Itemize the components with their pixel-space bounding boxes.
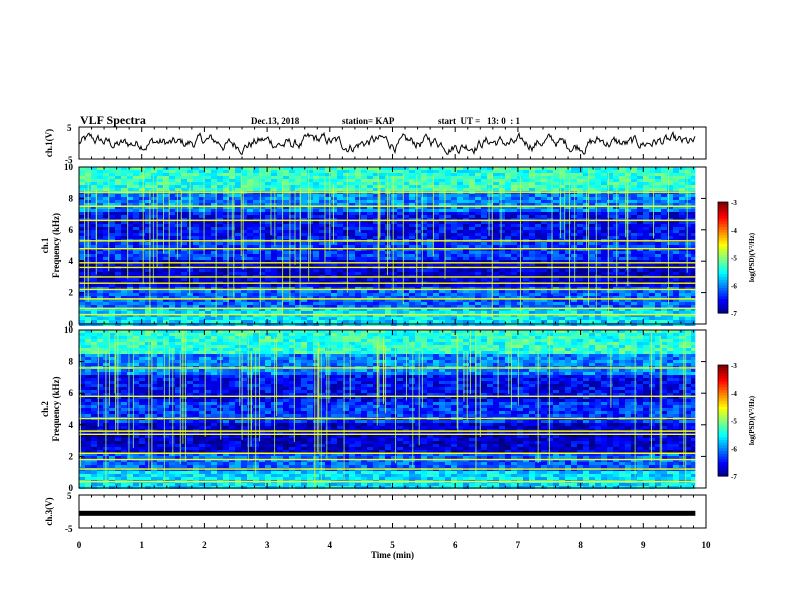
ytick-label: 10 [64, 162, 74, 172]
colorbar-tick-label: -4 [731, 390, 737, 398]
ytick-label: -5 [65, 524, 73, 534]
ytick-label: 4 [69, 420, 74, 430]
ch3-trace [79, 510, 696, 516]
narrowband-lines [79, 367, 696, 483]
ylabel: ch.1(V) [44, 129, 54, 157]
ytick-label: 10 [64, 325, 74, 335]
colorbar-label: log(PSD)(V²/Hz) [748, 232, 756, 282]
xtick-label: 2 [202, 540, 207, 550]
colorbar-tick-label: -3 [731, 199, 737, 207]
colorbar-label: log(PSD)(V²/Hz) [748, 395, 756, 445]
colorbar-frame [717, 364, 729, 477]
xtick-label: 7 [516, 540, 521, 550]
spectrogram-panel-2 [78, 166, 729, 326]
chart-title: VLF Spectra [80, 113, 146, 127]
ytick-label: 0 [69, 319, 74, 329]
ytick-label: -5 [65, 155, 73, 165]
narrowband-lines [79, 191, 696, 316]
ytick-label: 2 [69, 288, 74, 298]
ylabel: ch.2 [40, 401, 50, 417]
ylabel: Frequency (kHz) [51, 376, 61, 441]
ytick-label: 5 [67, 123, 72, 133]
spectrogram-cells [79, 330, 696, 489]
xtick-label: 9 [641, 540, 646, 550]
ylabel: ch.3(V) [44, 497, 54, 525]
colorbar-tick-label: -3 [731, 362, 737, 370]
colorbar-tick-label: -5 [731, 255, 737, 263]
xtick-label: 5 [390, 540, 395, 550]
xtick-label: 10 [702, 540, 712, 550]
colorbar-3 [717, 364, 729, 477]
colorbar-frame [717, 201, 729, 314]
ytick-label: 6 [69, 388, 74, 398]
spectrogram-panel-3 [78, 329, 729, 489]
colorbar-tick-label: -6 [731, 445, 737, 453]
xtick-label: 1 [139, 540, 144, 550]
date-label: Dec.13, 2018 [251, 116, 300, 126]
colorbar-tick-label: -5 [731, 418, 737, 426]
station-label: station= KAP [342, 116, 395, 126]
xlabel: Time (min) [371, 550, 414, 560]
colorbar-tick-label: -7 [731, 473, 737, 481]
start-time-label: start UT = 13: 0 : 1 [438, 116, 520, 126]
ylabel: Frequency (kHz) [51, 213, 61, 278]
ch1-trace [78, 130, 696, 156]
burst-lines [79, 330, 687, 486]
ytick-label: 6 [69, 225, 74, 235]
ytick-label: 4 [69, 256, 74, 266]
ytick-label: 2 [69, 451, 74, 461]
ytick-label: 5 [67, 491, 72, 501]
ylabel: ch.1 [40, 237, 50, 253]
xtick-label: 4 [328, 540, 333, 550]
xtick-label: 0 [77, 540, 82, 550]
ytick-label: 8 [69, 193, 74, 203]
colorbar-tick-label: -4 [731, 227, 737, 235]
xtick-label: 3 [265, 540, 270, 550]
ytick-label: 8 [69, 357, 74, 367]
colorbar-2 [717, 201, 729, 314]
xtick-label: 8 [578, 540, 583, 550]
ytick-label: 0 [69, 483, 74, 493]
xtick-label: 6 [453, 540, 458, 550]
colorbar-tick-label: -7 [731, 310, 737, 318]
colorbar-tick-label: -6 [731, 282, 737, 290]
